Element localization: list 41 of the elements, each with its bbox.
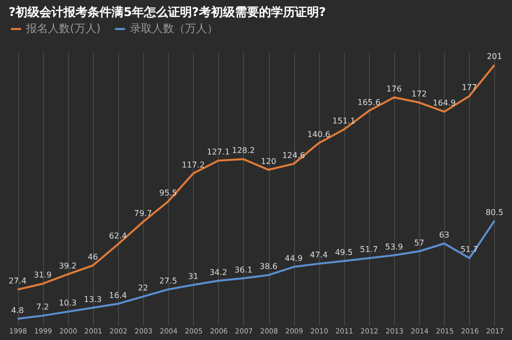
data-label: 4.8: [11, 306, 24, 315]
data-label: 31: [188, 272, 198, 281]
data-label: 27.4: [8, 276, 26, 286]
data-label: 201: [486, 52, 502, 61]
data-label: 31.9: [34, 270, 52, 280]
data-label: 63: [439, 230, 450, 240]
data-label: 124.6: [282, 150, 306, 160]
data-label: 7.2: [36, 302, 49, 312]
data-label: 172: [412, 90, 427, 99]
legend-label: 录取人数（万人）: [130, 22, 218, 35]
data-label: 22: [138, 284, 148, 293]
data-label: 57: [414, 238, 424, 248]
chart-title: ?初级会计报考条件满5年怎么证明?考初级需要的学历证明?: [8, 5, 326, 19]
data-label: 151.1: [332, 116, 356, 126]
data-label: 79.7: [134, 208, 152, 218]
data-label: 53.9: [385, 242, 403, 252]
data-label: 34.2: [209, 268, 228, 277]
data-label: 62.4: [109, 231, 127, 240]
data-label: 176: [386, 84, 402, 94]
data-label: 177: [462, 83, 478, 92]
data-label: 47.4: [310, 250, 328, 260]
data-label: 36.1: [234, 265, 252, 274]
data-label: 120: [260, 156, 276, 166]
data-label: 117.2: [182, 160, 205, 170]
data-label: 27.5: [159, 276, 178, 286]
data-label: 44.9: [284, 254, 303, 263]
data-label: 39.2: [58, 261, 77, 270]
data-label: 51.7: [360, 245, 378, 254]
data-label: 49.5: [334, 248, 353, 257]
data-label: 164.9: [432, 98, 456, 108]
data-label: 165.6: [358, 98, 380, 107]
data-label: 16.4: [109, 290, 127, 300]
data-label: 80.5: [486, 208, 504, 217]
data-label: 128.2: [232, 146, 255, 156]
data-label: 127.1: [206, 148, 230, 157]
data-label: 13.3: [84, 294, 102, 304]
data-label: 46: [88, 252, 98, 262]
legend-label: 报名人数(万人): [25, 22, 101, 35]
data-label: 140.6: [307, 130, 330, 140]
data-label: 10.3: [58, 298, 77, 308]
data-label: 38.6: [260, 262, 278, 272]
